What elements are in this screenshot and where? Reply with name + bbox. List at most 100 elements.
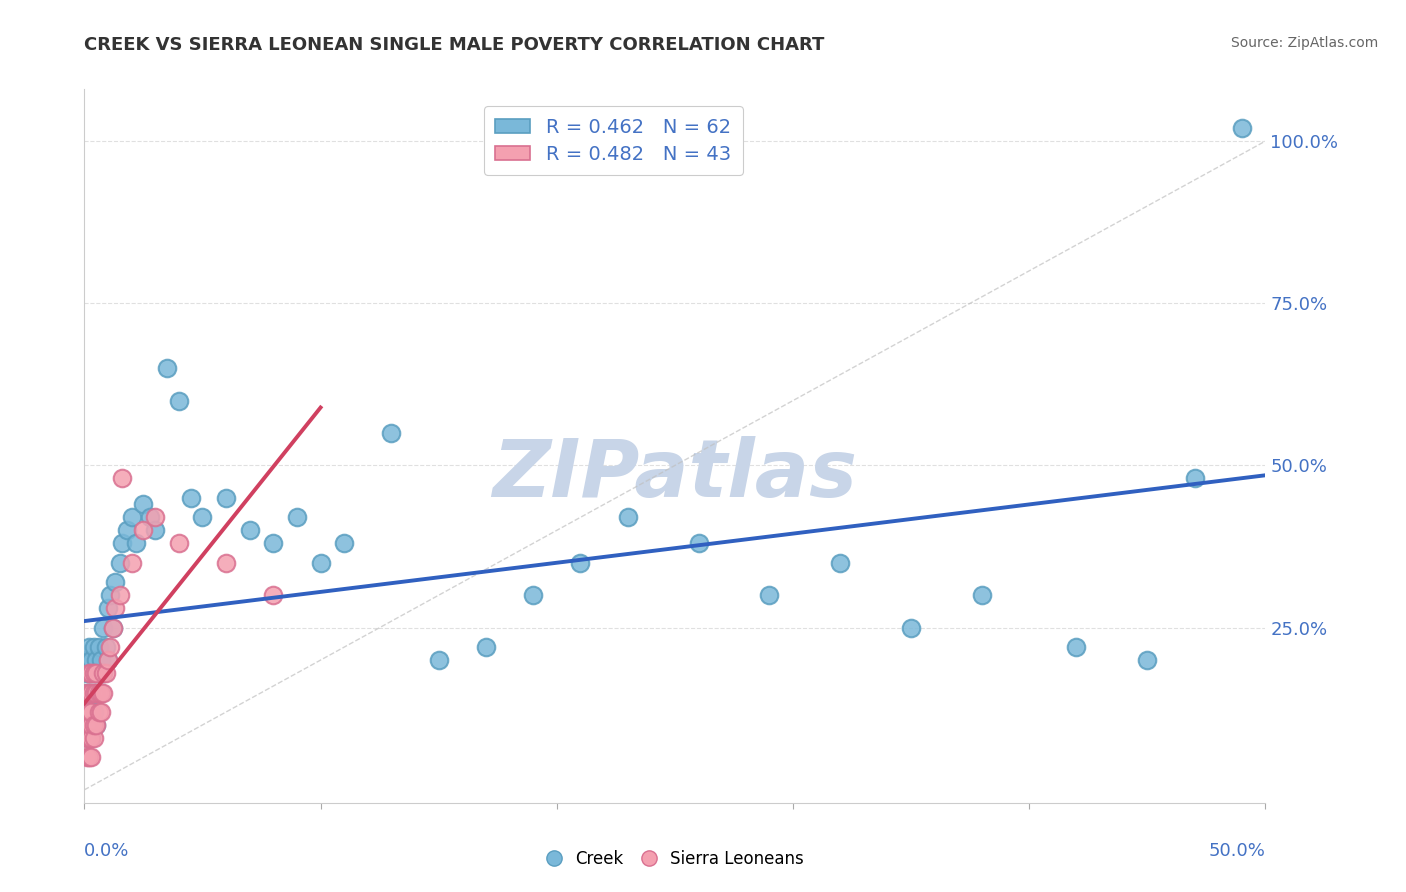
Point (167, 393, 190, 408)
Point (80, 718, 103, 732)
Point (139, 510, 162, 524)
Point (688, 536, 710, 550)
Point (900, 621, 922, 635)
Point (83, 731, 105, 745)
Point (91, 621, 114, 635)
Point (94, 640, 117, 654)
Point (84, 685, 107, 699)
Point (77, 685, 100, 699)
Text: 50.0%: 50.0% (1209, 842, 1265, 860)
Point (98, 640, 121, 654)
Legend: Creek, Sierra Leoneans: Creek, Sierra Leoneans (538, 844, 811, 875)
Point (132, 524, 155, 538)
Point (83, 718, 105, 732)
Point (522, 588, 544, 602)
Point (333, 536, 356, 550)
Point (87, 640, 110, 654)
Point (77, 666, 100, 681)
Point (77, 750, 100, 764)
Point (970, 588, 993, 602)
Point (167, 536, 190, 550)
Point (91, 666, 114, 681)
Point (108, 588, 131, 602)
Point (87, 666, 110, 681)
Point (84, 666, 107, 681)
Point (115, 524, 138, 538)
Point (97, 601, 120, 615)
Point (80, 705, 103, 719)
Text: Source: ZipAtlas.com: Source: ZipAtlas.com (1230, 36, 1378, 50)
Point (76, 731, 98, 745)
Point (143, 510, 166, 524)
Point (215, 556, 238, 570)
Point (76, 653, 98, 667)
Point (83, 666, 105, 681)
Point (83, 640, 105, 654)
Point (76, 666, 98, 681)
Point (80, 731, 103, 745)
Point (77, 705, 100, 719)
Point (80, 666, 103, 681)
Point (87, 685, 110, 699)
Point (121, 556, 143, 570)
Point (87, 705, 110, 719)
Legend: R = 0.462   N = 62, R = 0.482   N = 43: R = 0.462 N = 62, R = 0.482 N = 43 (484, 106, 742, 175)
Point (427, 653, 450, 667)
Point (76, 718, 98, 732)
Point (80, 653, 103, 667)
Point (83, 685, 105, 699)
Point (380, 425, 402, 440)
Point (84, 653, 107, 667)
Point (76, 750, 98, 764)
Point (76, 685, 98, 699)
Point (94, 666, 117, 681)
Point (1066, 640, 1088, 654)
Point (77, 718, 100, 732)
Point (262, 536, 284, 550)
Point (83, 705, 105, 719)
Point (80, 750, 103, 764)
Point (83, 666, 105, 681)
Point (76, 685, 98, 699)
Point (84, 685, 107, 699)
Point (309, 556, 332, 570)
Point (180, 491, 202, 505)
Point (758, 588, 780, 602)
Point (1136, 653, 1159, 667)
Point (1184, 471, 1206, 485)
Point (101, 621, 124, 635)
Point (104, 601, 127, 615)
Point (215, 491, 238, 505)
Point (77, 666, 100, 681)
Point (143, 524, 166, 538)
Point (84, 718, 107, 732)
Text: ZIPatlas: ZIPatlas (492, 435, 858, 514)
Point (97, 653, 120, 667)
Point (97, 653, 120, 667)
Point (569, 556, 592, 570)
Point (101, 621, 124, 635)
Point (77, 640, 100, 654)
Point (285, 510, 308, 524)
Point (1230, 121, 1253, 136)
Point (84, 718, 107, 732)
Point (262, 588, 284, 602)
Point (108, 556, 131, 570)
Text: CREEK VS SIERRA LEONEAN SINGLE MALE POVERTY CORRELATION CHART: CREEK VS SIERRA LEONEAN SINGLE MALE POVE… (84, 36, 825, 54)
Point (191, 510, 214, 524)
Point (121, 510, 143, 524)
Point (90, 685, 112, 699)
Point (111, 471, 134, 485)
Point (80, 718, 103, 732)
Point (77, 731, 100, 745)
Point (90, 653, 112, 667)
Point (91, 666, 114, 681)
Point (90, 685, 112, 699)
Point (98, 588, 121, 602)
Point (125, 536, 148, 550)
Text: 0.0%: 0.0% (84, 842, 129, 860)
Point (156, 361, 179, 376)
Point (80, 685, 103, 699)
Point (90, 705, 112, 719)
Point (616, 510, 638, 524)
